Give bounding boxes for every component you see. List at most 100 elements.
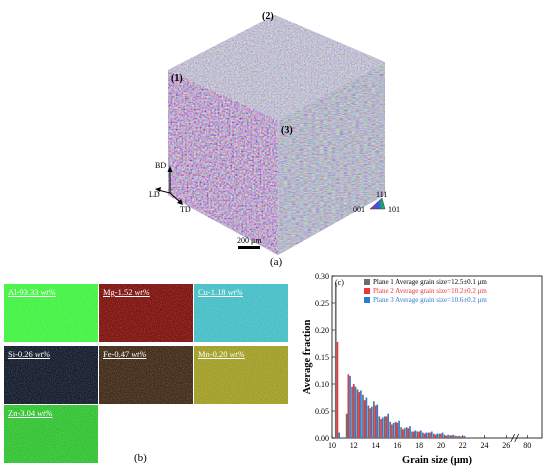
eds-element-text: Mg-1.52 <box>103 287 135 297</box>
eds-element-text: Cu-1.18 <box>198 287 228 297</box>
eds-map-label: Mg-1.52 wt% <box>103 287 150 297</box>
legend-swatch-1 <box>364 279 370 285</box>
x-tick-label: 80 <box>523 441 531 450</box>
ebsd-cube-figure: (1) (2) (3) BD LD TD 111 001 101 200 μm … <box>149 11 400 268</box>
bar-1 <box>405 427 408 438</box>
eds-unit-text: wt% <box>34 349 51 359</box>
bar-1 <box>422 432 424 438</box>
bar-1 <box>460 436 462 438</box>
y-tick-label: 0.00 <box>315 434 329 443</box>
axis-break-mark <box>514 433 520 443</box>
bar-3 <box>338 432 341 438</box>
eds-element-text: Zn-3.04 <box>8 408 38 418</box>
bar-2 <box>429 432 431 438</box>
bar-3 <box>420 430 422 438</box>
x-tick-label: 12 <box>350 441 358 450</box>
bar-1 <box>378 416 381 438</box>
bar-2 <box>440 433 442 438</box>
bar-2 <box>358 392 361 438</box>
legend-entry-3: Plane 3 Average grain size=10.6±0.2 μm <box>373 296 487 304</box>
eds-map-label: Mn-0.20 wt% <box>198 349 245 359</box>
eds-map-cu: Cu-1.18 wt% <box>194 284 288 342</box>
bar-3 <box>463 435 466 438</box>
legend-entry-2: Plane 2 Average grain size=10.2±0.2 μm <box>373 287 487 295</box>
bar-3 <box>441 432 444 438</box>
bar-1 <box>383 416 386 438</box>
x-tick-label: 10 <box>328 441 336 450</box>
bar-2 <box>450 435 453 438</box>
y-tick-label: 0.15 <box>315 353 329 362</box>
bar-2 <box>456 436 459 438</box>
x-tick-label: 22 <box>459 441 467 450</box>
bar-3 <box>354 386 357 438</box>
y-tick-label: 0.25 <box>315 299 329 308</box>
bar-3 <box>387 413 390 438</box>
plane-label-3: (3) <box>281 125 293 136</box>
bar-2 <box>461 436 464 438</box>
bar-2 <box>380 419 382 438</box>
bar-2 <box>385 416 388 438</box>
eds-element-text: Al-93.33 <box>8 287 41 297</box>
x-tick-label: 24 <box>481 441 489 450</box>
bar-3 <box>349 375 351 438</box>
y-tick-label: 0.20 <box>315 326 329 335</box>
bar-1 <box>454 435 457 438</box>
x-tick-label: 16 <box>393 441 401 450</box>
y-tick-label: 0.05 <box>315 407 329 416</box>
bar-3 <box>398 420 400 438</box>
bar-3 <box>392 422 395 438</box>
bar-2 <box>391 424 393 438</box>
x-tick-label: 26 <box>502 441 510 450</box>
scale-bar-label: 200 μm <box>237 236 262 245</box>
bar-2 <box>369 408 371 438</box>
bar-3 <box>425 432 428 438</box>
bar-2 <box>336 341 339 438</box>
bar-2 <box>412 431 415 438</box>
ipf-label-111: 111 <box>376 190 387 199</box>
eds-map-si: Si-0.26 wt% <box>4 346 98 404</box>
bar-3 <box>360 390 362 438</box>
bar-1 <box>334 283 337 438</box>
bar-1 <box>432 433 435 438</box>
bar-1 <box>345 413 348 438</box>
bar-3 <box>403 428 406 438</box>
eds-unit-text: wt% <box>40 287 56 297</box>
bar-3 <box>414 430 417 438</box>
eds-map-label: Si-0.26 wt% <box>8 349 50 359</box>
eds-map-label: Al-93.33 wt% <box>8 287 56 297</box>
axis-label-td: TD <box>180 205 191 214</box>
ipf-label-101: 101 <box>388 205 400 214</box>
bar-1 <box>411 431 413 438</box>
x-axis-title: Grain size (μm) <box>402 455 473 466</box>
panel-label-c: (c) <box>335 278 344 287</box>
eds-unit-text: wt% <box>229 349 245 359</box>
plane-label-2: (2) <box>262 11 274 22</box>
panel-label-b: (b) <box>134 452 147 464</box>
legend-swatch-3 <box>364 297 370 303</box>
bar-2 <box>445 435 448 438</box>
bar-2 <box>396 422 399 438</box>
x-tick-label: 20 <box>437 441 445 450</box>
bar-2 <box>434 434 437 438</box>
bar-3 <box>376 404 379 438</box>
eds-unit-text: wt% <box>131 349 147 359</box>
eds-map-label: Zn-3.04 wt% <box>8 408 52 418</box>
bar-1 <box>362 394 364 438</box>
plane-label-1: (1) <box>171 73 183 84</box>
bar-1 <box>443 434 446 438</box>
eds-unit-text: wt% <box>227 287 243 297</box>
bar-2 <box>423 433 426 438</box>
bar-3 <box>370 406 373 438</box>
bar-2 <box>374 405 377 438</box>
legend-swatch-2 <box>364 288 370 294</box>
eds-map-label: Cu-1.18 wt% <box>198 287 243 297</box>
bar-3 <box>381 417 384 438</box>
eds-element-text: Fe-0.47 <box>103 349 132 359</box>
bar-2 <box>352 384 355 438</box>
bar-2 <box>401 429 404 438</box>
bar-3 <box>436 433 439 438</box>
eds-map-mg: Mg-1.52 wt% <box>99 284 193 342</box>
eds-map-fe: Fe-0.47 wt% <box>99 346 193 404</box>
bar-1 <box>351 386 353 438</box>
ipf-label-001: 001 <box>353 205 365 214</box>
